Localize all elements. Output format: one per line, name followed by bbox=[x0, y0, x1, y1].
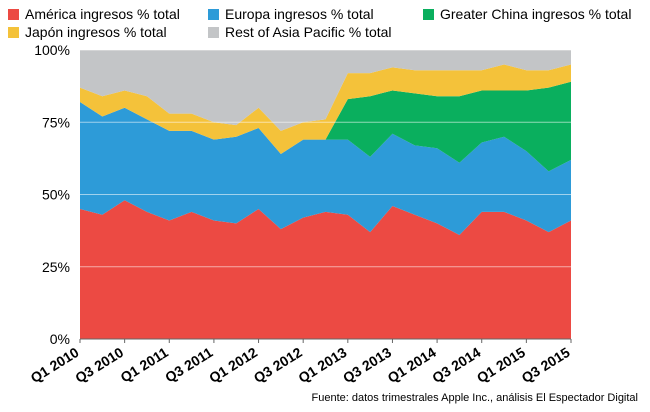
x-tick-label: Q3 2010 bbox=[72, 344, 126, 386]
legend-item-rest-of-asia: Rest of Asia Pacific % total bbox=[208, 24, 392, 40]
legend-swatch-japon bbox=[8, 26, 19, 38]
x-tick-label: Q1 2011 bbox=[117, 344, 171, 386]
chart-legend: América ingresos % total Europa ingresos… bbox=[8, 6, 648, 40]
legend-swatch-america bbox=[8, 8, 19, 20]
legend-label-america: América ingresos % total bbox=[25, 6, 180, 22]
legend-item-america: América ingresos % total bbox=[8, 6, 180, 22]
legend-item-europa: Europa ingresos % total bbox=[208, 6, 374, 22]
x-tick-label: Q3 2014 bbox=[429, 344, 483, 386]
source-note: Fuente: datos trimestrales Apple Inc., a… bbox=[311, 392, 639, 404]
legend-label-rest-of-asia: Rest of Asia Pacific % total bbox=[225, 24, 392, 40]
x-tick-label: Q1 2012 bbox=[206, 344, 260, 386]
legend-label-greater-china: Greater China ingresos % total bbox=[440, 6, 632, 22]
legend-swatch-rest-of-asia bbox=[208, 26, 219, 38]
legend-label-japon: Japón ingresos % total bbox=[25, 24, 167, 40]
area-america-ingresos-total bbox=[80, 200, 571, 339]
legend-item-greater-china: Greater China ingresos % total bbox=[423, 6, 631, 22]
legend-swatch-greater-china bbox=[423, 8, 434, 20]
y-tick-label: 50% bbox=[42, 187, 70, 203]
x-tick-label: Q1 2010 bbox=[28, 344, 82, 386]
area-greater-china-ingresos-total bbox=[80, 81, 571, 172]
x-tick-label: Q1 2013 bbox=[295, 344, 349, 386]
x-tick-label: Q3 2012 bbox=[251, 344, 305, 386]
legend-item-japon: Japón ingresos % total bbox=[8, 24, 167, 40]
area-europa-ingresos-total bbox=[80, 102, 571, 235]
y-tick-label: 75% bbox=[42, 114, 70, 130]
legend-swatch-europa bbox=[208, 8, 219, 20]
x-tick-label: Q3 2015 bbox=[519, 344, 573, 386]
area-rest-of-asia-pacific-total bbox=[80, 50, 571, 131]
area-japon-ingresos-total bbox=[80, 64, 571, 155]
legend-label-europa: Europa ingresos % total bbox=[225, 6, 374, 22]
y-tick-label: 100% bbox=[34, 42, 70, 58]
y-tick-label: 25% bbox=[42, 259, 70, 275]
x-tick-label: Q1 2014 bbox=[385, 344, 439, 386]
x-tick-label: Q3 2013 bbox=[340, 344, 394, 386]
x-tick-label: Q1 2015 bbox=[474, 344, 528, 386]
y-tick-label: 0% bbox=[50, 331, 70, 347]
x-tick-label: Q3 2011 bbox=[162, 344, 216, 386]
